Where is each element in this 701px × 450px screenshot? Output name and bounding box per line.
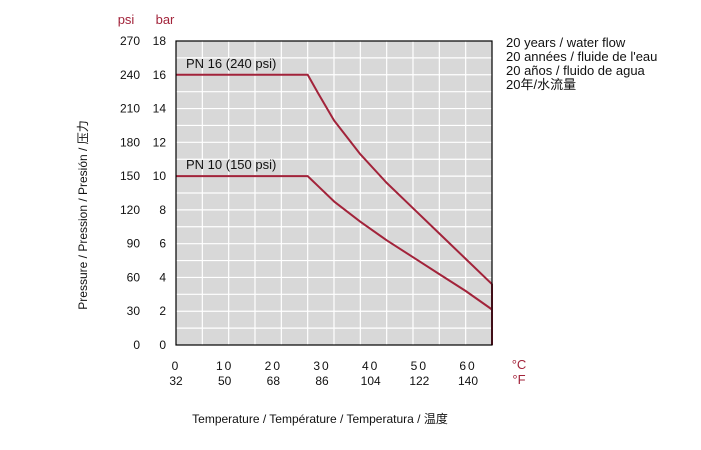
y-tick-psi-label: 30	[127, 304, 141, 318]
x-ticks-celsius: 0 10 20 30 40 50 60	[172, 359, 476, 373]
legend-line-1: 20 years / water flow	[506, 35, 626, 50]
x-tick-fahrenheit-label: 86	[315, 374, 329, 388]
x-tick-celsius-label: 10	[216, 359, 233, 373]
y-tick-bar-label: 0	[159, 338, 166, 352]
y-tick-bar-label: 18	[153, 34, 167, 48]
y-tick-bar-label: 16	[153, 68, 167, 82]
y-tick-bar-label: 12	[153, 135, 167, 149]
y-tick-bar-label: 2	[159, 304, 166, 318]
x-tick-celsius-label: 60	[459, 359, 476, 373]
x-axis-title: Temperature / Température / Temperatura …	[192, 411, 448, 426]
x-tick-celsius-label: 20	[265, 359, 282, 373]
series-lines	[176, 73, 493, 345]
fahrenheit-unit-label: °F	[512, 372, 525, 387]
legend-line-3: 20 años / fluido de agua	[506, 63, 646, 78]
y-tick-psi-label: 180	[120, 135, 140, 149]
y-tick-psi-label: 150	[120, 169, 140, 183]
x-tick-fahrenheit-label: 68	[267, 374, 281, 388]
series-line-0	[176, 73, 493, 345]
x-tick-fahrenheit-label: 140	[458, 374, 478, 388]
plot-border	[175, 40, 493, 346]
legend-line-4: 20年/水流量	[506, 77, 576, 92]
x-tick-fahrenheit-label: 122	[409, 374, 429, 388]
series-line-1	[176, 175, 493, 345]
y-tick-psi-label: 240	[120, 68, 140, 82]
y-tick-psi-label: 120	[120, 203, 140, 217]
y-ticks-bar: 0 2 4 6 8 10 12 14 16 18	[153, 34, 167, 352]
y-tick-bar-label: 14	[153, 102, 167, 116]
series-label-pn10: PN 10 (150 psi)	[186, 157, 276, 172]
y-tick-bar-label: 6	[159, 237, 166, 251]
x-tick-celsius-label: 40	[362, 359, 379, 373]
y-tick-bar-label: 10	[153, 169, 167, 183]
x-tick-celsius-label: 0	[172, 359, 181, 373]
x-tick-fahrenheit-label: 32	[169, 374, 183, 388]
celsius-unit-label: °C	[512, 357, 527, 372]
y-tick-psi-label: 90	[127, 237, 141, 251]
y-tick-psi-label: 270	[120, 34, 140, 48]
psi-unit-label: psi	[118, 12, 135, 27]
y-tick-psi-label: 60	[127, 270, 141, 284]
x-ticks-fahrenheit: 32 50 68 86 104 122 140	[169, 374, 478, 388]
x-tick-celsius-label: 30	[313, 359, 330, 373]
bar-unit-label: bar	[156, 12, 175, 27]
y-tick-psi-label: 210	[120, 102, 140, 116]
y-tick-bar-label: 8	[159, 203, 166, 217]
y-ticks-psi: 0 30 60 90 120 150 180 210 240 270	[120, 34, 140, 352]
y-axis-title: Pressure / Pression / Presión / 压力	[76, 120, 90, 309]
grid-lines	[176, 41, 492, 345]
legend-line-2: 20 années / fluide de l'eau	[506, 49, 657, 64]
x-tick-fahrenheit-label: 104	[361, 374, 381, 388]
series-label-pn16: PN 16 (240 psi)	[186, 56, 276, 71]
x-tick-celsius-label: 50	[411, 359, 428, 373]
y-tick-psi-label: 0	[133, 338, 140, 352]
legend: 20 years / water flow 20 années / fluide…	[506, 35, 657, 92]
x-tick-fahrenheit-label: 50	[218, 374, 232, 388]
y-tick-bar-label: 4	[159, 270, 166, 284]
